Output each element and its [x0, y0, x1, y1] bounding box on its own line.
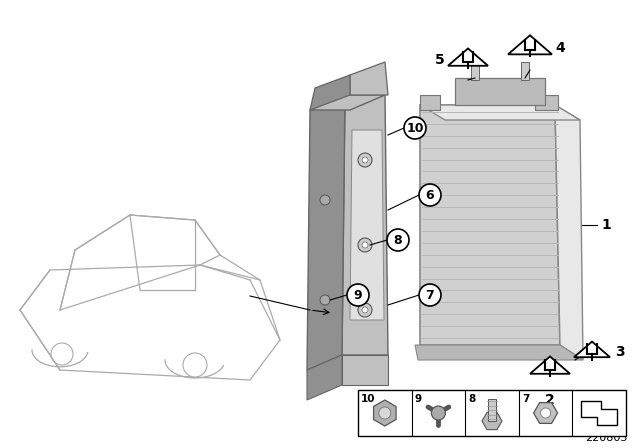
Polygon shape: [574, 342, 610, 357]
Circle shape: [320, 295, 330, 305]
Text: 1: 1: [601, 218, 611, 232]
Bar: [471, 62, 479, 80]
Polygon shape: [307, 355, 342, 400]
Circle shape: [379, 407, 391, 419]
Polygon shape: [420, 95, 440, 110]
Polygon shape: [310, 75, 350, 110]
Polygon shape: [555, 105, 583, 360]
Polygon shape: [420, 105, 560, 345]
Circle shape: [404, 117, 426, 139]
Circle shape: [362, 242, 368, 248]
Text: 8: 8: [468, 394, 476, 404]
Circle shape: [431, 406, 445, 420]
Circle shape: [358, 238, 372, 252]
Text: 10: 10: [406, 121, 424, 134]
Circle shape: [358, 303, 372, 317]
Bar: [488, 399, 496, 421]
Text: 7: 7: [426, 289, 435, 302]
Polygon shape: [581, 401, 617, 425]
Text: 220803: 220803: [586, 433, 628, 443]
Polygon shape: [342, 95, 388, 355]
Text: 5: 5: [435, 53, 445, 67]
Text: 9: 9: [354, 289, 362, 302]
Circle shape: [358, 153, 372, 167]
Polygon shape: [415, 345, 583, 360]
Circle shape: [541, 408, 550, 418]
Polygon shape: [482, 412, 502, 430]
Polygon shape: [530, 357, 570, 374]
Text: 3: 3: [615, 345, 625, 359]
Text: 10: 10: [361, 394, 376, 404]
Bar: [358, 390, 626, 436]
Polygon shape: [508, 35, 552, 54]
Text: 9: 9: [415, 394, 422, 404]
Text: 7: 7: [522, 394, 529, 404]
Polygon shape: [455, 78, 545, 105]
Polygon shape: [307, 95, 345, 370]
Circle shape: [387, 229, 409, 251]
Circle shape: [347, 284, 369, 306]
Text: 4: 4: [555, 41, 565, 55]
Polygon shape: [350, 130, 384, 320]
Polygon shape: [374, 400, 396, 426]
Polygon shape: [448, 48, 488, 66]
Text: 8: 8: [394, 233, 403, 246]
Circle shape: [183, 353, 207, 377]
Text: 2: 2: [545, 393, 555, 407]
Circle shape: [362, 157, 368, 163]
Polygon shape: [350, 62, 388, 95]
Polygon shape: [420, 105, 580, 120]
Circle shape: [419, 184, 441, 206]
Circle shape: [51, 343, 73, 365]
Circle shape: [419, 284, 441, 306]
Bar: [521, 62, 529, 80]
Text: 6: 6: [426, 189, 435, 202]
Circle shape: [320, 195, 330, 205]
Polygon shape: [342, 355, 388, 385]
Circle shape: [362, 307, 368, 313]
Polygon shape: [535, 95, 558, 110]
Polygon shape: [310, 95, 385, 110]
Polygon shape: [534, 403, 557, 423]
